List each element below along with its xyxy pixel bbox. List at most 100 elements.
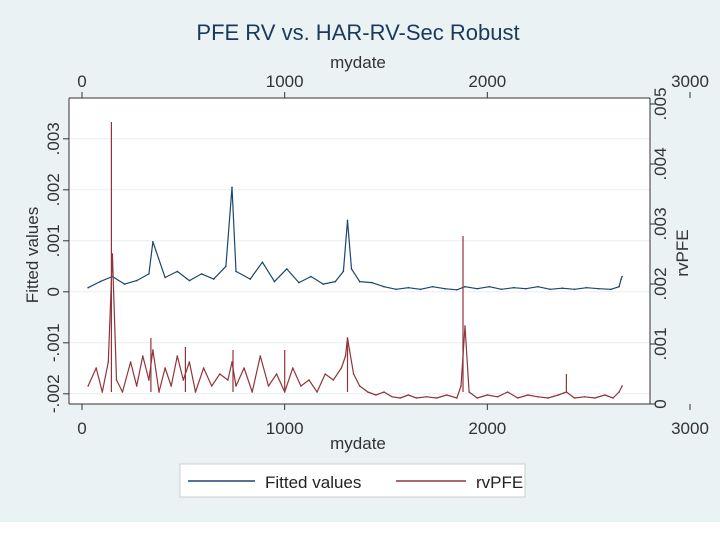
x-tick-label-top-0: 0	[77, 72, 86, 91]
series-point-fitted-0	[87, 286, 89, 289]
series-point-rvpfe-28	[267, 385, 270, 387]
series-point-fitted-23	[342, 270, 345, 273]
series-point-fitted-13	[231, 186, 233, 189]
series-line-rvpfe	[87, 253, 623, 399]
x-tick-label-bottom-2: 2000	[468, 419, 506, 438]
series-point-fitted-30	[407, 286, 410, 289]
series-point-rvpfe-42	[358, 385, 361, 387]
series-point-fitted-43	[561, 287, 564, 290]
series-point-rvpfe-31	[292, 367, 294, 369]
x-tick-label-bottom-3: 3000	[671, 419, 709, 438]
series-point-rvpfe-69	[593, 397, 596, 399]
series-point-fitted-28	[383, 285, 385, 288]
series-point-rvpfe-61	[516, 397, 519, 399]
series-point-fitted-41	[537, 285, 539, 288]
series-point-rvpfe-70	[604, 394, 606, 396]
series-point-rvpfe-43	[367, 391, 369, 393]
y-left-tick-label-0: -.002	[44, 374, 63, 413]
series-point-rvpfe-62	[527, 394, 529, 396]
series-point-rvpfe-16	[182, 379, 185, 381]
series-point-fitted-5	[148, 273, 150, 275]
series-point-rvpfe-54	[460, 385, 462, 387]
series-point-fitted-48	[618, 285, 620, 288]
series-point-rvpfe-63	[537, 396, 539, 398]
series-point-rvpfe-52	[446, 394, 448, 396]
series-point-rvpfe-25	[243, 367, 245, 369]
x-tick-label-top-2: 2000	[468, 72, 506, 91]
x-tick-label-top-1: 1000	[266, 72, 304, 91]
series-point-fitted-21	[322, 283, 325, 285]
series-point-rvpfe-5	[115, 379, 118, 381]
series-point-rvpfe-59	[496, 396, 499, 398]
series-point-rvpfe-38	[344, 355, 347, 357]
series-point-fitted-14	[235, 270, 237, 273]
series-point-rvpfe-24	[235, 385, 237, 387]
series-point-fitted-47	[610, 288, 612, 291]
series-point-rvpfe-50	[425, 396, 428, 398]
series-point-fitted-1	[99, 280, 101, 283]
series-point-fitted-27	[371, 281, 373, 284]
series-point-fitted-16	[261, 261, 264, 264]
series-point-rvpfe-73	[621, 385, 623, 387]
series-point-rvpfe-21	[219, 373, 221, 375]
series-point-rvpfe-51	[435, 397, 438, 399]
series-point-fitted-45	[585, 286, 588, 289]
series-point-fitted-18	[285, 268, 288, 270]
series-point-rvpfe-6	[121, 391, 124, 393]
series-point-rvpfe-15	[176, 355, 179, 357]
series-point-rvpfe-40	[348, 349, 351, 351]
series-point-rvpfe-20	[210, 385, 213, 387]
series-point-rvpfe-57	[476, 397, 479, 399]
series-point-fitted-38	[500, 288, 503, 291]
series-point-rvpfe-71	[612, 397, 614, 399]
y-left-tick-label-2: 0	[44, 287, 63, 296]
series-point-rvpfe-60	[506, 391, 509, 393]
series-point-rvpfe-72	[618, 391, 620, 393]
series-point-fitted-37	[488, 285, 491, 288]
series-point-rvpfe-55	[464, 325, 466, 327]
series-point-rvpfe-67	[573, 397, 576, 399]
series-point-rvpfe-49	[415, 397, 418, 399]
series-point-fitted-17	[273, 280, 276, 283]
x-axis-top-label: mydate	[330, 53, 386, 72]
series-point-rvpfe-8	[135, 385, 138, 387]
y-right-tick-label-2: .002	[651, 267, 670, 300]
x-tick-label-bottom-1: 1000	[266, 419, 304, 438]
series-point-fitted-31	[419, 288, 422, 291]
chart-title: PFE RV vs. HAR-RV-Sec Robust	[196, 20, 519, 45]
series-point-rvpfe-37	[340, 367, 343, 369]
x-tick-label-bottom-0: 0	[77, 419, 86, 438]
series-point-fitted-33	[444, 287, 446, 290]
series-point-fitted-10	[200, 273, 203, 275]
series-point-rvpfe-9	[142, 355, 144, 357]
series-point-rvpfe-64	[547, 397, 549, 399]
series-point-rvpfe-44	[375, 394, 377, 396]
y-left-tick-label-1: -.001	[44, 323, 63, 362]
series-point-fitted-6	[152, 241, 154, 243]
series-point-rvpfe-18	[194, 391, 197, 393]
series-point-rvpfe-2	[101, 391, 104, 393]
series-point-fitted-8	[176, 270, 179, 273]
y-axis-left-label: Fitted values	[23, 207, 42, 303]
series-point-rvpfe-32	[300, 385, 302, 387]
plot-area	[69, 98, 650, 404]
series-point-fitted-50	[621, 275, 623, 278]
y-left-tick-label-3: .001	[44, 224, 63, 257]
y-right-tick-label-1: .001	[651, 327, 670, 360]
series-point-rvpfe-41	[352, 373, 355, 375]
series-point-fitted-9	[188, 279, 191, 282]
y-right-tick-label-4: .004	[651, 147, 670, 180]
series-point-rvpfe-0	[87, 385, 89, 387]
series-point-fitted-3	[123, 283, 126, 285]
series-point-rvpfe-29	[275, 373, 278, 375]
series-point-rvpfe-19	[202, 367, 205, 369]
series-point-rvpfe-65	[557, 394, 560, 396]
series-point-fitted-35	[464, 285, 466, 288]
series-point-rvpfe-7	[129, 361, 132, 363]
series-point-rvpfe-3	[107, 361, 110, 363]
x-axis-label: mydate	[330, 434, 386, 453]
series-point-fitted-36	[476, 287, 479, 290]
series-point-fitted-34	[456, 289, 458, 291]
series-point-rvpfe-36	[332, 379, 335, 381]
legend-label-fitted: Fitted values	[265, 473, 361, 492]
